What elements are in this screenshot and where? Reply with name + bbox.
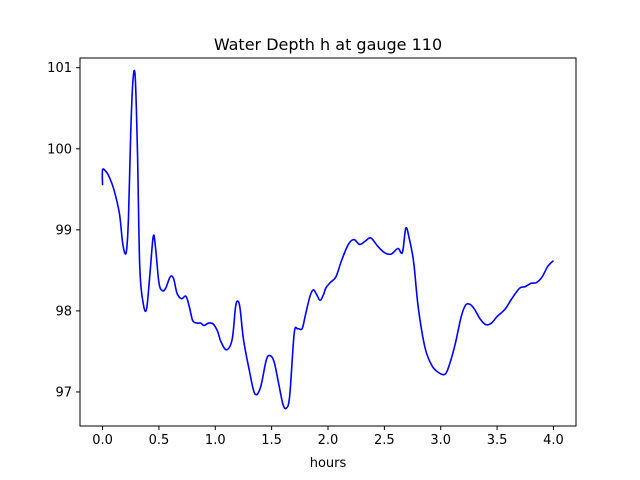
y-tick-label: 99 <box>55 223 72 238</box>
x-tick-label: 1.0 <box>205 433 226 448</box>
series-layer <box>101 69 555 410</box>
x-tick-label: 3.5 <box>487 433 508 448</box>
y-tick-label: 101 <box>47 61 72 76</box>
tick-layer: 0.0 0.5 1.0 1.5 2.0 2.5 3.0 3.5 4.0 97 98 99 100 101 <box>47 61 564 448</box>
y-tick-label: 97 <box>55 385 72 400</box>
x-tick-label: 2.5 <box>374 433 395 448</box>
x-tick-label: 0.0 <box>92 433 113 448</box>
x-tick-label: 0.5 <box>149 433 170 448</box>
x-tick-label: 2.0 <box>318 433 339 448</box>
y-tick-label: 100 <box>47 142 72 157</box>
x-tick-label: 1.5 <box>261 433 282 448</box>
y-tick-label: 98 <box>55 304 72 319</box>
x-tick-label: 4.0 <box>543 433 564 448</box>
series-line-0 <box>101 69 555 410</box>
chart-title: Water Depth h at gauge 110 <box>214 35 442 54</box>
x-tick-label: 3.0 <box>430 433 451 448</box>
plot-frame <box>79 57 577 427</box>
x-axis-label: hours <box>310 456 347 471</box>
